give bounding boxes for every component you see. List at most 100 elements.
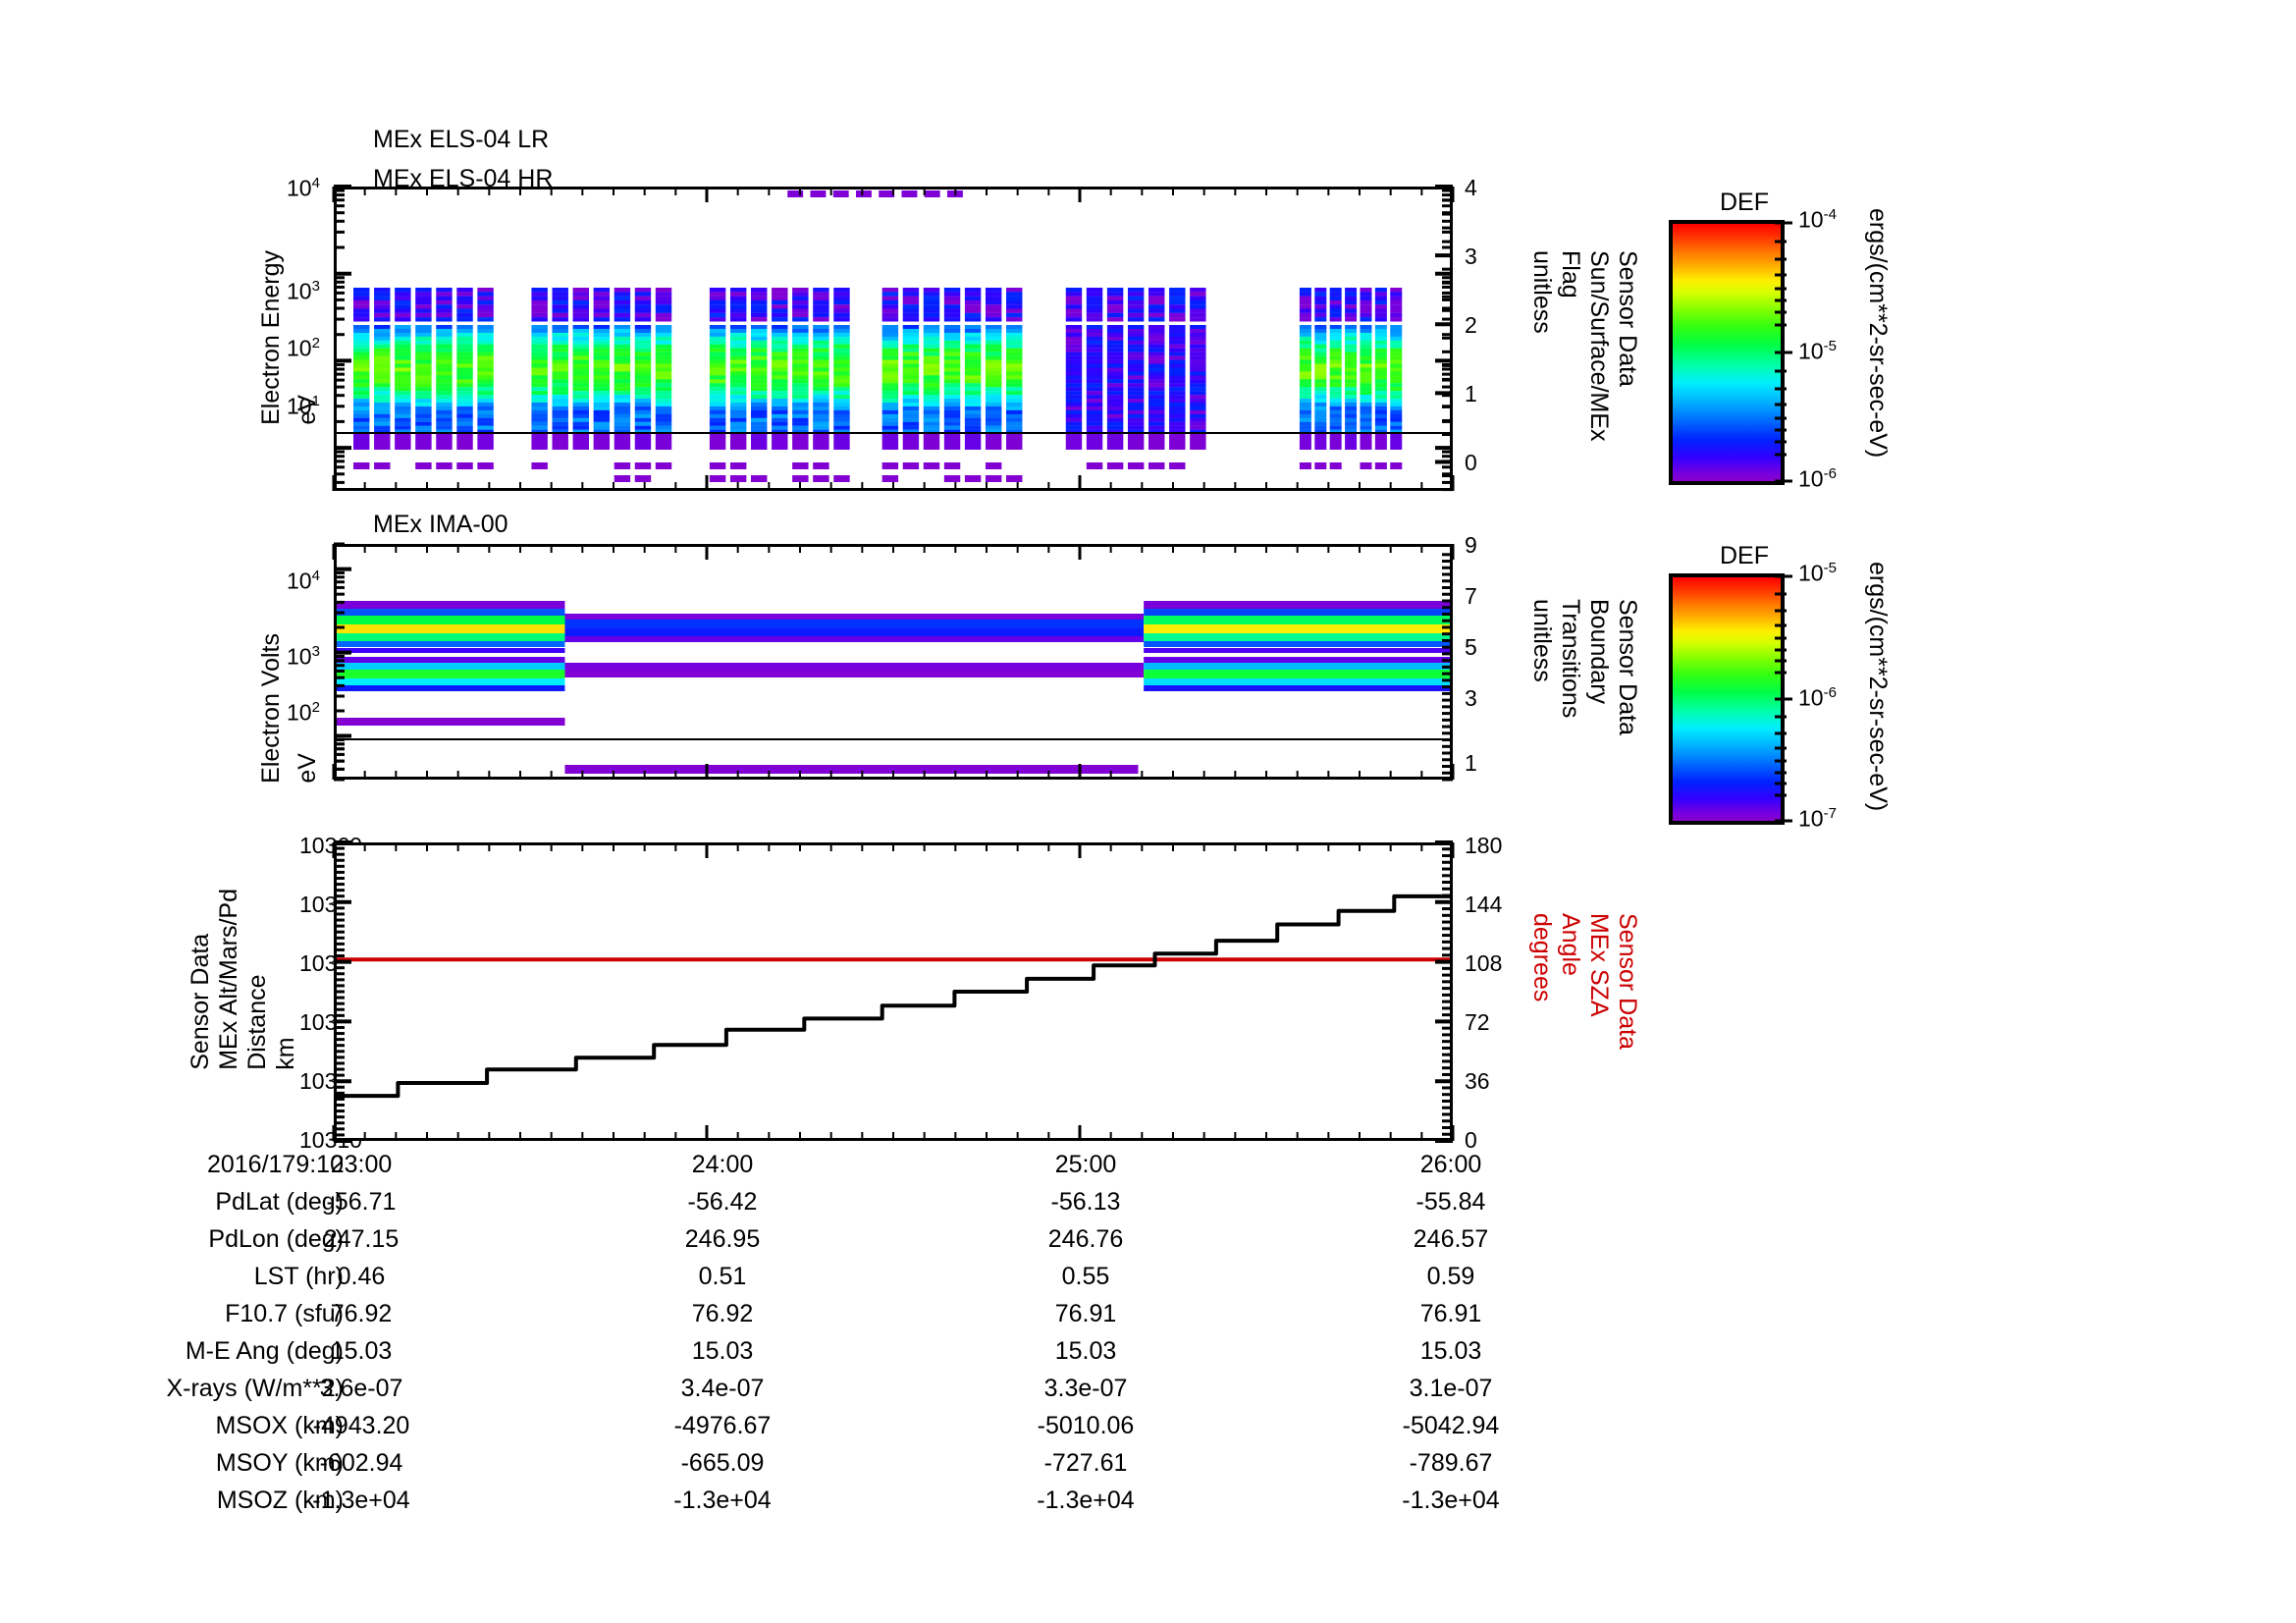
table-cell: -789.67 (1409, 1449, 1493, 1477)
table-cell: 76.92 (691, 1300, 754, 1327)
top-right-tick-3: 3 (1465, 243, 1477, 269)
table-cell: 15.03 (1419, 1337, 1482, 1365)
colorbar-1-gradient (1673, 224, 1781, 481)
table-cell: -1.3e+04 (673, 1487, 772, 1514)
table-cell: -602.94 (319, 1449, 403, 1477)
colorbar-2-gradient (1673, 577, 1781, 821)
table-cell: 15.03 (330, 1337, 393, 1365)
table-cell: 3.6e-07 (319, 1375, 403, 1402)
mid-panel-title: MEx IMA-00 (373, 511, 508, 538)
table-cell: -56.42 (687, 1188, 758, 1216)
bot-panel-right-axis-label: Sensor Data MEx SZA Angle degrees (1528, 913, 1641, 1050)
table-cell: 76.92 (330, 1300, 393, 1327)
table-cell: 247.15 (323, 1225, 400, 1253)
bot-right-tick-0: 0 (1465, 1127, 1477, 1153)
altitude-sza-panel[interactable] (334, 842, 1453, 1141)
table-cell: -56.13 (1050, 1188, 1121, 1216)
table-cell: 23:00 (330, 1151, 393, 1178)
table-row-label-pdlon: PdLon (deg) (208, 1225, 344, 1253)
top-ytick-1e2: 102 (287, 335, 320, 361)
table-cell: -4976.67 (673, 1412, 772, 1439)
table-cell: -1.3e+04 (1402, 1487, 1500, 1514)
table-row-label-pdlat: PdLat (deg) (215, 1188, 344, 1216)
top-right-tick-2: 2 (1465, 312, 1477, 338)
table-cell: 3.1e-07 (1409, 1375, 1493, 1402)
table-cell: -5010.06 (1037, 1412, 1135, 1439)
colorbar-1-mid-label: 10-5 (1798, 338, 1837, 364)
top-ytick-1e4: 104 (287, 175, 320, 201)
colorbar-1-title: DEF (1720, 189, 1769, 216)
colorbar-2-title: DEF (1720, 542, 1769, 569)
table-row-label-f107: F10.7 (sfu) (225, 1300, 344, 1327)
table-cell: 26:00 (1419, 1151, 1482, 1178)
colorbar-2-mid-label: 10-6 (1798, 684, 1837, 711)
colorbar-1-unit-label: ergs/(cm**2-sr-sec-eV) (1864, 208, 1892, 459)
table-cell: -5042.94 (1402, 1412, 1500, 1439)
top-right-tick-0: 0 (1465, 450, 1477, 475)
table-row-label-xrays: X-rays (W/m**2) (166, 1375, 344, 1402)
colorbar-1-bottom-label: 10-6 (1798, 465, 1837, 492)
table-row-label-msoy: MSOY (km) (215, 1449, 344, 1477)
ima-spectrogram-panel[interactable] (334, 544, 1453, 780)
top-panel-right-axis-label: Sensor Data Sun/Surface/MEx Flag unitles… (1528, 250, 1641, 442)
table-cell: 246.76 (1047, 1225, 1124, 1253)
mid-right-tick-7: 7 (1465, 583, 1477, 609)
ima-spectrogram-canvas (337, 601, 1450, 774)
table-cell: -727.61 (1043, 1449, 1128, 1477)
table-cell: 246.57 (1413, 1225, 1489, 1253)
table-cell: 0.55 (1061, 1263, 1110, 1290)
table-cell: -1.3e+04 (312, 1487, 410, 1514)
top-panel-title-lr: MEx ELS-04 LR (373, 126, 550, 153)
mid-right-tick-5: 5 (1465, 634, 1477, 660)
colorbar-2[interactable] (1669, 573, 1785, 825)
table-row-label-epoch: 2016/179:10 (206, 1151, 344, 1178)
colorbar-1[interactable] (1669, 220, 1785, 485)
bot-right-tick-36: 36 (1465, 1068, 1490, 1094)
colorbar-1-ticks (1775, 221, 1792, 483)
table-row-label-lst: LST (hr) (253, 1263, 344, 1290)
table-cell: -1.3e+04 (1037, 1487, 1135, 1514)
table-cell: 24:00 (691, 1151, 754, 1178)
top-right-tick-4: 4 (1465, 175, 1477, 200)
mid-ytick-1e4: 104 (287, 568, 320, 594)
colorbar-2-ticks (1775, 574, 1792, 823)
top-ytick-1e1: 101 (287, 393, 320, 419)
mid-ytick-1e3: 103 (287, 643, 320, 670)
table-cell: 0.59 (1426, 1263, 1475, 1290)
mid-right-tick-3: 3 (1465, 685, 1477, 711)
mid-ytick-1e2: 102 (287, 699, 320, 726)
table-cell: 246.95 (684, 1225, 761, 1253)
mid-panel-right-axis-label: Sensor Data Boundary Transitions unitles… (1528, 599, 1641, 735)
table-cell: 0.51 (698, 1263, 747, 1290)
table-cell: 25:00 (1054, 1151, 1117, 1178)
colorbar-1-top-label: 10-4 (1798, 206, 1837, 233)
bot-right-tick-108: 108 (1465, 950, 1503, 976)
bot-right-tick-72: 72 (1465, 1009, 1490, 1035)
colorbar-2-bottom-label: 10-7 (1798, 805, 1837, 832)
table-cell: 3.4e-07 (680, 1375, 765, 1402)
table-cell: 76.91 (1054, 1300, 1117, 1327)
table-cell: 3.3e-07 (1043, 1375, 1128, 1402)
top-right-tick-1: 1 (1465, 381, 1477, 406)
bot-right-tick-180: 180 (1465, 833, 1503, 858)
mid-right-tick-9: 9 (1465, 532, 1477, 558)
bot-right-tick-144: 144 (1465, 892, 1503, 917)
colorbar-2-top-label: 10-5 (1798, 560, 1837, 586)
table-cell: 15.03 (1054, 1337, 1117, 1365)
altitude-sza-canvas (337, 893, 1450, 1099)
table-cell: 76.91 (1419, 1300, 1482, 1327)
table-cell: -4943.20 (312, 1412, 410, 1439)
colorbar-2-unit-label: ergs/(cm**2-sr-sec-eV) (1864, 562, 1892, 812)
table-cell: 15.03 (691, 1337, 754, 1365)
table-row-label-me-ang: M-E Ang (deg) (185, 1337, 344, 1365)
table-row-label-msoz: MSOZ (km) (216, 1487, 344, 1514)
mid-right-tick-1: 1 (1465, 750, 1477, 776)
table-row-label-msox: MSOX (km) (215, 1412, 344, 1439)
top-ytick-1e3: 103 (287, 278, 320, 304)
table-cell: 0.46 (337, 1263, 386, 1290)
table-cell: -665.09 (680, 1449, 765, 1477)
table-cell: -56.71 (326, 1188, 397, 1216)
els-spectrogram-canvas (337, 190, 1450, 482)
table-cell: -55.84 (1415, 1188, 1486, 1216)
